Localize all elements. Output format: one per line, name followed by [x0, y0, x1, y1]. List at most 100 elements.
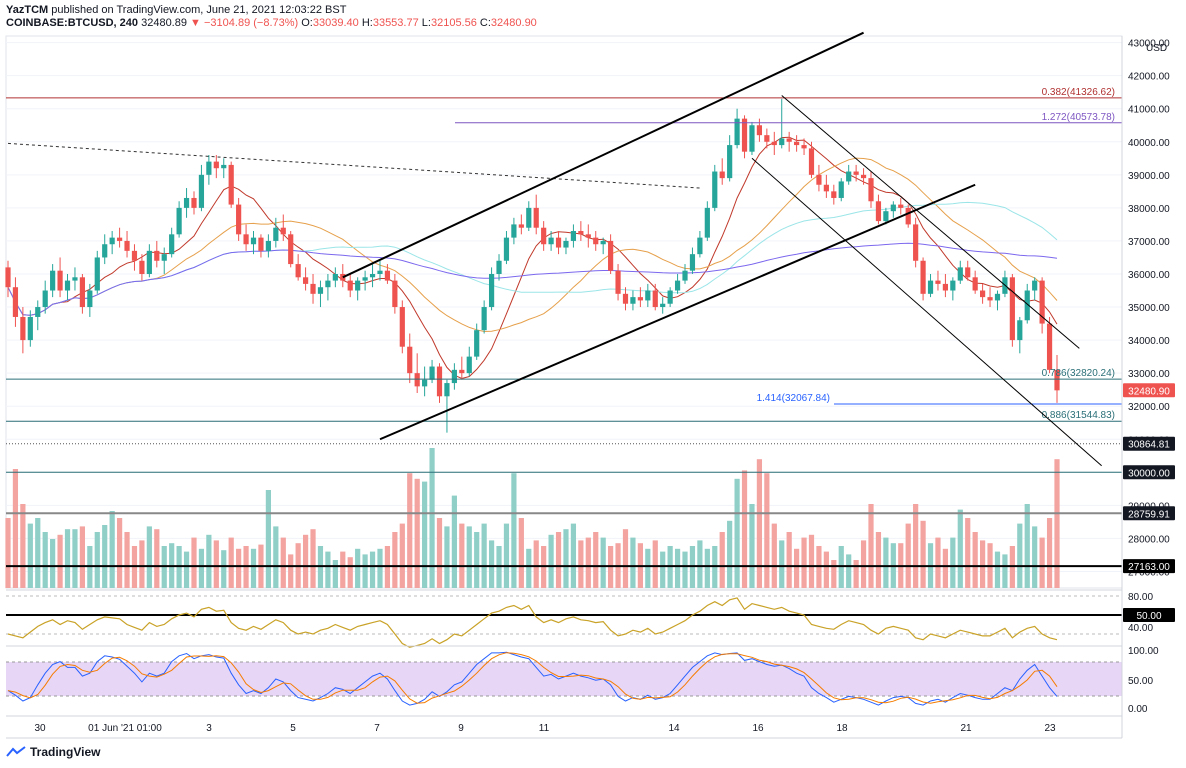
volume-bar: [42, 532, 48, 588]
trend-line: [751, 157, 1102, 467]
high-label: H:: [361, 17, 373, 29]
x-tick-label: 11: [539, 723, 550, 734]
candle-body: [1039, 280, 1045, 324]
volume-bar: [994, 551, 1001, 588]
volume-bar: [72, 529, 78, 588]
candle-body: [831, 191, 837, 198]
tradingview-logo-icon: [6, 746, 26, 757]
volume-bar: [377, 548, 383, 588]
candle-body: [860, 174, 867, 179]
volume-bar: [585, 537, 591, 588]
candle-body: [459, 369, 465, 374]
candle-body: [280, 227, 286, 235]
candle-body: [332, 273, 338, 281]
volume-bar: [459, 523, 465, 588]
candle-body: [533, 207, 539, 228]
candle-body: [258, 237, 264, 251]
candle-body: [526, 207, 532, 228]
y-tick-label: 43000.00: [1128, 39, 1170, 50]
stoch-band: [6, 662, 1122, 696]
candle-body: [734, 118, 740, 146]
volume-bar: [875, 532, 882, 588]
volume-bar: [518, 518, 524, 588]
candle-body: [250, 237, 257, 245]
candle-body: [555, 237, 562, 248]
symbol-label[interactable]: COINBASE:BTCUSD, 240: [6, 17, 139, 29]
x-tick-label: 14: [668, 723, 680, 734]
volume-bar: [674, 548, 681, 588]
price-label: 28759.91: [1128, 509, 1170, 520]
volume-bar: [64, 529, 71, 588]
volume-bar: [652, 540, 658, 588]
trend-lines: 0.382(41326.62) 1.272(40573.78) 0.786(3282…: [6, 31, 1122, 568]
volume-bar: [526, 548, 532, 588]
candle-body: [890, 204, 896, 212]
trend-line: [379, 183, 976, 441]
candle-body: [667, 290, 673, 304]
volume-bar: [288, 554, 294, 588]
candle-body: [771, 141, 777, 146]
candles[interactable]: [5, 98, 1060, 433]
candle-body: [1046, 323, 1053, 370]
volume-bar: [102, 525, 108, 588]
candle-body: [608, 240, 614, 271]
volume-bar: [734, 478, 740, 588]
volume-bar: [808, 534, 815, 588]
candle-body: [674, 280, 681, 291]
volume-bar: [1046, 518, 1053, 588]
volume-bar: [94, 532, 100, 588]
candle-body: [228, 164, 234, 205]
candle-body: [823, 184, 829, 192]
candle-body: [593, 237, 599, 245]
candle-body: [436, 366, 443, 397]
price-label-box: [1123, 383, 1175, 398]
y-tick-label: 34000.00: [1128, 336, 1170, 347]
y-tick-label: 40000.00: [1128, 138, 1170, 149]
volume-bar: [198, 548, 205, 588]
price-label: 30864.81: [1128, 440, 1170, 451]
candle-body: [712, 171, 718, 208]
candle-body: [615, 270, 621, 294]
volume-bar: [273, 526, 279, 588]
volume-bar: [756, 459, 763, 588]
volume-bar: [146, 526, 152, 588]
volume-bar: [1024, 504, 1030, 588]
candle-body: [399, 307, 405, 347]
candle-body: [35, 307, 41, 317]
volume-bar: [719, 532, 725, 588]
volume-bar: [548, 534, 554, 588]
volume-bar: [109, 511, 115, 588]
candle-body: [377, 270, 383, 274]
candle-body: [221, 164, 227, 169]
volume-bar: [578, 540, 584, 588]
volume-bar: [12, 469, 19, 588]
candle-body: [94, 257, 100, 291]
candle-body: [578, 231, 584, 235]
candle-body: [392, 280, 398, 308]
open-value: 33039.40: [312, 17, 359, 29]
volume-bar: [920, 520, 926, 588]
candle-body: [994, 293, 1001, 301]
candle-body: [206, 161, 212, 175]
rsi-tick-label: 40.00: [1128, 623, 1153, 634]
candle-body: [146, 250, 152, 274]
candle-body: [243, 234, 249, 245]
candle-body: [183, 197, 190, 208]
candle-body: [630, 297, 636, 304]
candle-body: [72, 277, 78, 281]
fib-label: 0.382(41326.62): [1042, 87, 1115, 98]
fib-label: 0.886(31544.83): [1042, 410, 1115, 421]
x-tick-label: 5: [290, 723, 296, 734]
volume-bar: [332, 560, 338, 588]
volume-bar: [79, 526, 85, 588]
volume-bar: [786, 532, 792, 588]
candle-body: [429, 366, 435, 380]
candle-body: [161, 254, 167, 261]
volume-bar: [124, 532, 130, 588]
moving-average-line: [7, 157, 1058, 333]
fib-label: 0.786(32820.24): [1042, 368, 1115, 379]
volume-bar: [414, 478, 420, 588]
candle-body: [79, 277, 85, 308]
candle-body: [474, 330, 480, 357]
